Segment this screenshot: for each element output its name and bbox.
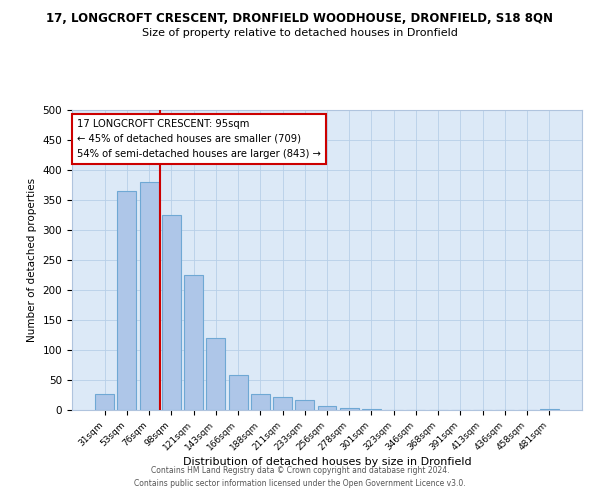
Text: Contains HM Land Registry data © Crown copyright and database right 2024.
Contai: Contains HM Land Registry data © Crown c… <box>134 466 466 487</box>
Bar <box>273 397 292 410</box>
Bar <box>118 191 136 410</box>
Y-axis label: Number of detached properties: Number of detached properties <box>27 178 37 342</box>
X-axis label: Distribution of detached houses by size in Dronfield: Distribution of detached houses by size … <box>182 458 472 468</box>
Bar <box>362 409 381 410</box>
Bar <box>140 182 158 410</box>
Bar <box>251 394 270 410</box>
Bar <box>206 338 225 410</box>
Bar <box>540 409 559 410</box>
Bar <box>162 215 181 410</box>
Text: 17, LONGCROFT CRESCENT, DRONFIELD WOODHOUSE, DRONFIELD, S18 8QN: 17, LONGCROFT CRESCENT, DRONFIELD WOODHO… <box>47 12 554 26</box>
Bar <box>184 275 203 410</box>
Bar <box>340 408 359 410</box>
Bar <box>317 406 337 410</box>
Text: Size of property relative to detached houses in Dronfield: Size of property relative to detached ho… <box>142 28 458 38</box>
Bar <box>295 400 314 410</box>
Bar <box>229 375 248 410</box>
Bar <box>95 394 114 410</box>
Text: 17 LONGCROFT CRESCENT: 95sqm
← 45% of detached houses are smaller (709)
54% of s: 17 LONGCROFT CRESCENT: 95sqm ← 45% of de… <box>77 119 321 158</box>
